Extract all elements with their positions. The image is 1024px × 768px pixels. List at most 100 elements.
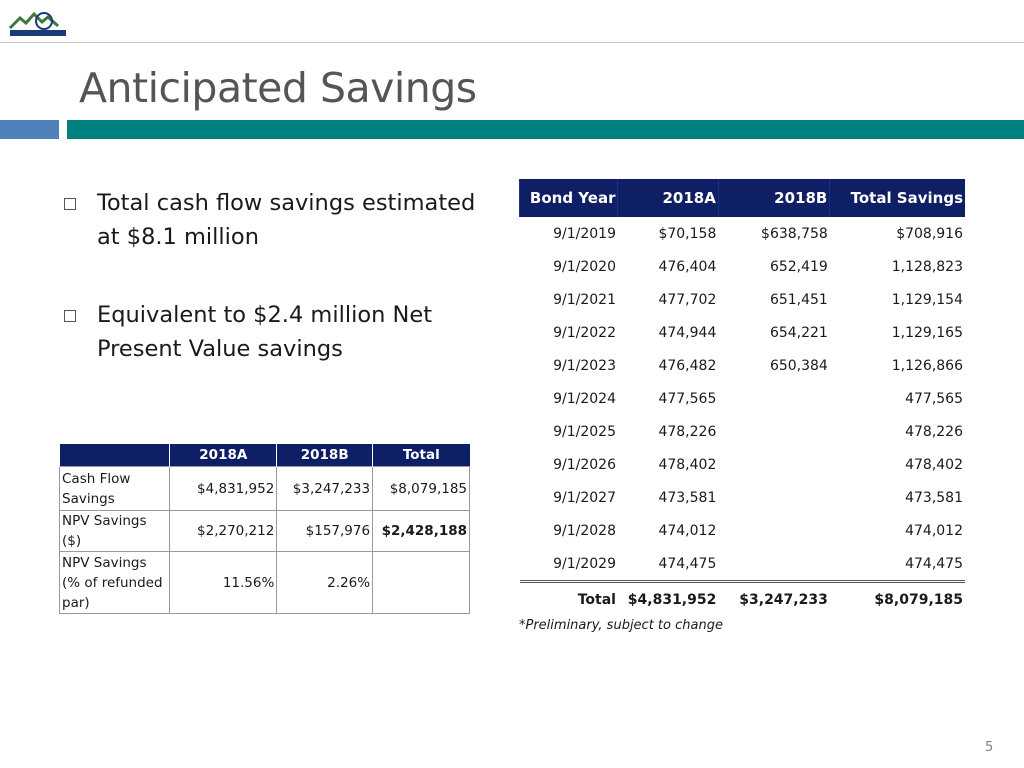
bullet-text: Equivalent to $2.4 million Net Present V… <box>97 302 433 362</box>
column-header: 2018B <box>717 179 830 217</box>
table-row: 9/1/2023 476,482 650,384 1,126,866 <box>520 349 966 382</box>
bond-year-cell: 9/1/2020 <box>553 258 616 275</box>
cell-value: $157,976 <box>276 510 374 552</box>
cell-value <box>718 481 829 514</box>
table-row: 9/1/2022 474,944 654,221 1,129,165 <box>520 316 966 349</box>
row-label: Cash Flow Savings <box>58 466 171 511</box>
bond-year-cell: 9/1/2026 <box>553 456 616 473</box>
column-header: 2018A <box>617 179 719 217</box>
cell-value: 650,384 <box>769 357 828 374</box>
cell-value: 476,404 <box>658 258 717 275</box>
square-bullet-icon <box>64 198 76 210</box>
title-band-blue <box>0 120 59 139</box>
table-row: 9/1/2025 478,226 478,226 <box>520 415 966 448</box>
footnote: *Preliminary, subject to change <box>519 618 723 633</box>
page-number: 5 <box>985 740 994 755</box>
column-header: Total <box>372 444 470 467</box>
cell-value: 1,129,165 <box>891 324 963 341</box>
total-label: Total <box>519 580 618 617</box>
bond-year-cell: 9/1/2021 <box>553 291 616 308</box>
slide-title: Anticipated Savings <box>79 64 477 112</box>
square-bullet-icon <box>64 310 76 322</box>
cell-value: 652,419 <box>769 258 828 275</box>
cell-value <box>718 415 829 448</box>
bond-year-cell: 9/1/2028 <box>553 522 616 539</box>
cell-value: 2.26% <box>276 551 374 614</box>
column-header <box>58 444 170 467</box>
cell-value: 474,012 <box>905 522 963 539</box>
total-value: $8,079,185 <box>829 580 965 617</box>
csd-logo <box>8 11 66 36</box>
table-row: Cash Flow Savings $4,831,952 $3,247,233 … <box>58 466 470 511</box>
table-row: 9/1/2021 477,702 651,451 1,129,154 <box>520 283 966 316</box>
table-row: NPV Savings (% of refunded par) 11.56% 2… <box>58 551 470 614</box>
cell-value: $2,270,212 <box>169 510 278 552</box>
bond-year-cell: 9/1/2024 <box>553 390 616 407</box>
cell-value: 477,565 <box>905 390 963 407</box>
table-row: 9/1/2019 $70,158 $638,758 $708,916 <box>520 217 966 250</box>
cell-value: $8,079,185 <box>372 466 470 511</box>
cell-value: 1,126,866 <box>891 357 963 374</box>
bond-year-cell: 9/1/2022 <box>553 324 616 341</box>
cell-value: 476,482 <box>658 357 717 374</box>
cell-value: $708,916 <box>896 225 963 242</box>
column-header: 2018B <box>276 444 373 467</box>
row-label: NPV Savings (% of refunded par) <box>58 551 171 614</box>
column-header: Total Savings <box>829 179 965 217</box>
cell-value: 11.56% <box>169 551 278 614</box>
table-row: 9/1/2026 478,402 478,402 <box>520 448 966 481</box>
table-total-row: Total $4,831,952 $3,247,233 $8,079,185 <box>519 580 965 617</box>
cell-value <box>718 382 829 415</box>
cell-value: 473,581 <box>658 489 717 506</box>
cell-value <box>372 551 470 614</box>
cell-value: 654,221 <box>769 324 828 341</box>
cell-value <box>718 547 830 582</box>
bullet-list: Total cash flow savings estimated at $8.… <box>60 186 480 410</box>
table-row: NPV Savings ($) $2,270,212 $157,976 $2,4… <box>58 510 470 552</box>
bullet-item: Equivalent to $2.4 million Net Present V… <box>60 298 480 366</box>
column-header: Bond Year <box>518 179 618 217</box>
bond-year-cell: 9/1/2023 <box>553 357 616 374</box>
cell-value <box>718 448 829 481</box>
bullet-item: Total cash flow savings estimated at $8.… <box>60 186 480 254</box>
cell-value: 474,475 <box>829 547 965 582</box>
bond-year-cell: 9/1/2027 <box>553 489 616 506</box>
table-row: 9/1/2024 477,565 477,565 <box>520 382 966 415</box>
cell-value: 478,402 <box>905 456 963 473</box>
cell-value <box>718 514 829 547</box>
cell-value: 478,226 <box>905 423 963 440</box>
table-row: 9/1/2028 474,012 474,012 <box>520 514 966 547</box>
savings-schedule-table: Bond Year 2018A 2018B Total Savings 9/1/… <box>518 179 966 617</box>
column-header: 2018A <box>169 444 277 467</box>
cell-value: $3,247,233 <box>276 466 374 511</box>
cell-value: 1,129,154 <box>891 291 963 308</box>
table-row: 9/1/2020 476,404 652,419 1,128,823 <box>520 250 966 283</box>
title-band-teal <box>67 120 1024 139</box>
cell-value: $4,831,952 <box>169 466 278 511</box>
bond-year-cell: 9/1/2025 <box>553 423 616 440</box>
cell-value: 478,226 <box>658 423 717 440</box>
cell-value: 474,475 <box>617 547 719 582</box>
table-header-row: Bond Year 2018A 2018B Total Savings <box>518 179 965 217</box>
header-rule <box>0 42 1024 43</box>
cell-value: 651,451 <box>769 291 828 308</box>
cell-value: $70,158 <box>658 225 717 242</box>
row-label: NPV Savings ($) <box>58 510 171 552</box>
table-row: 9/1/2027 473,581 473,581 <box>520 481 966 514</box>
cell-value: 478,402 <box>658 456 717 473</box>
cell-value: 477,565 <box>658 390 717 407</box>
cell-value: 474,012 <box>658 522 717 539</box>
cell-value: 477,702 <box>658 291 717 308</box>
table-row: 9/1/2029 474,475 474,475 <box>519 547 965 582</box>
total-value: $3,247,233 <box>718 580 830 617</box>
savings-summary-table: 2018A 2018B Total Cash Flow Savings $4,8… <box>58 444 470 614</box>
bullet-text: Total cash flow savings estimated at $8.… <box>97 190 476 250</box>
cell-value: 473,581 <box>905 489 963 506</box>
bond-year-cell: 9/1/2029 <box>519 547 618 582</box>
cell-value: 474,944 <box>658 324 717 341</box>
cell-value: $2,428,188 <box>372 510 470 552</box>
cell-value: 1,128,823 <box>891 258 963 275</box>
bond-year-cell: 9/1/2019 <box>553 225 616 242</box>
total-value: $4,831,952 <box>617 580 719 617</box>
cell-value: $638,758 <box>761 225 828 242</box>
